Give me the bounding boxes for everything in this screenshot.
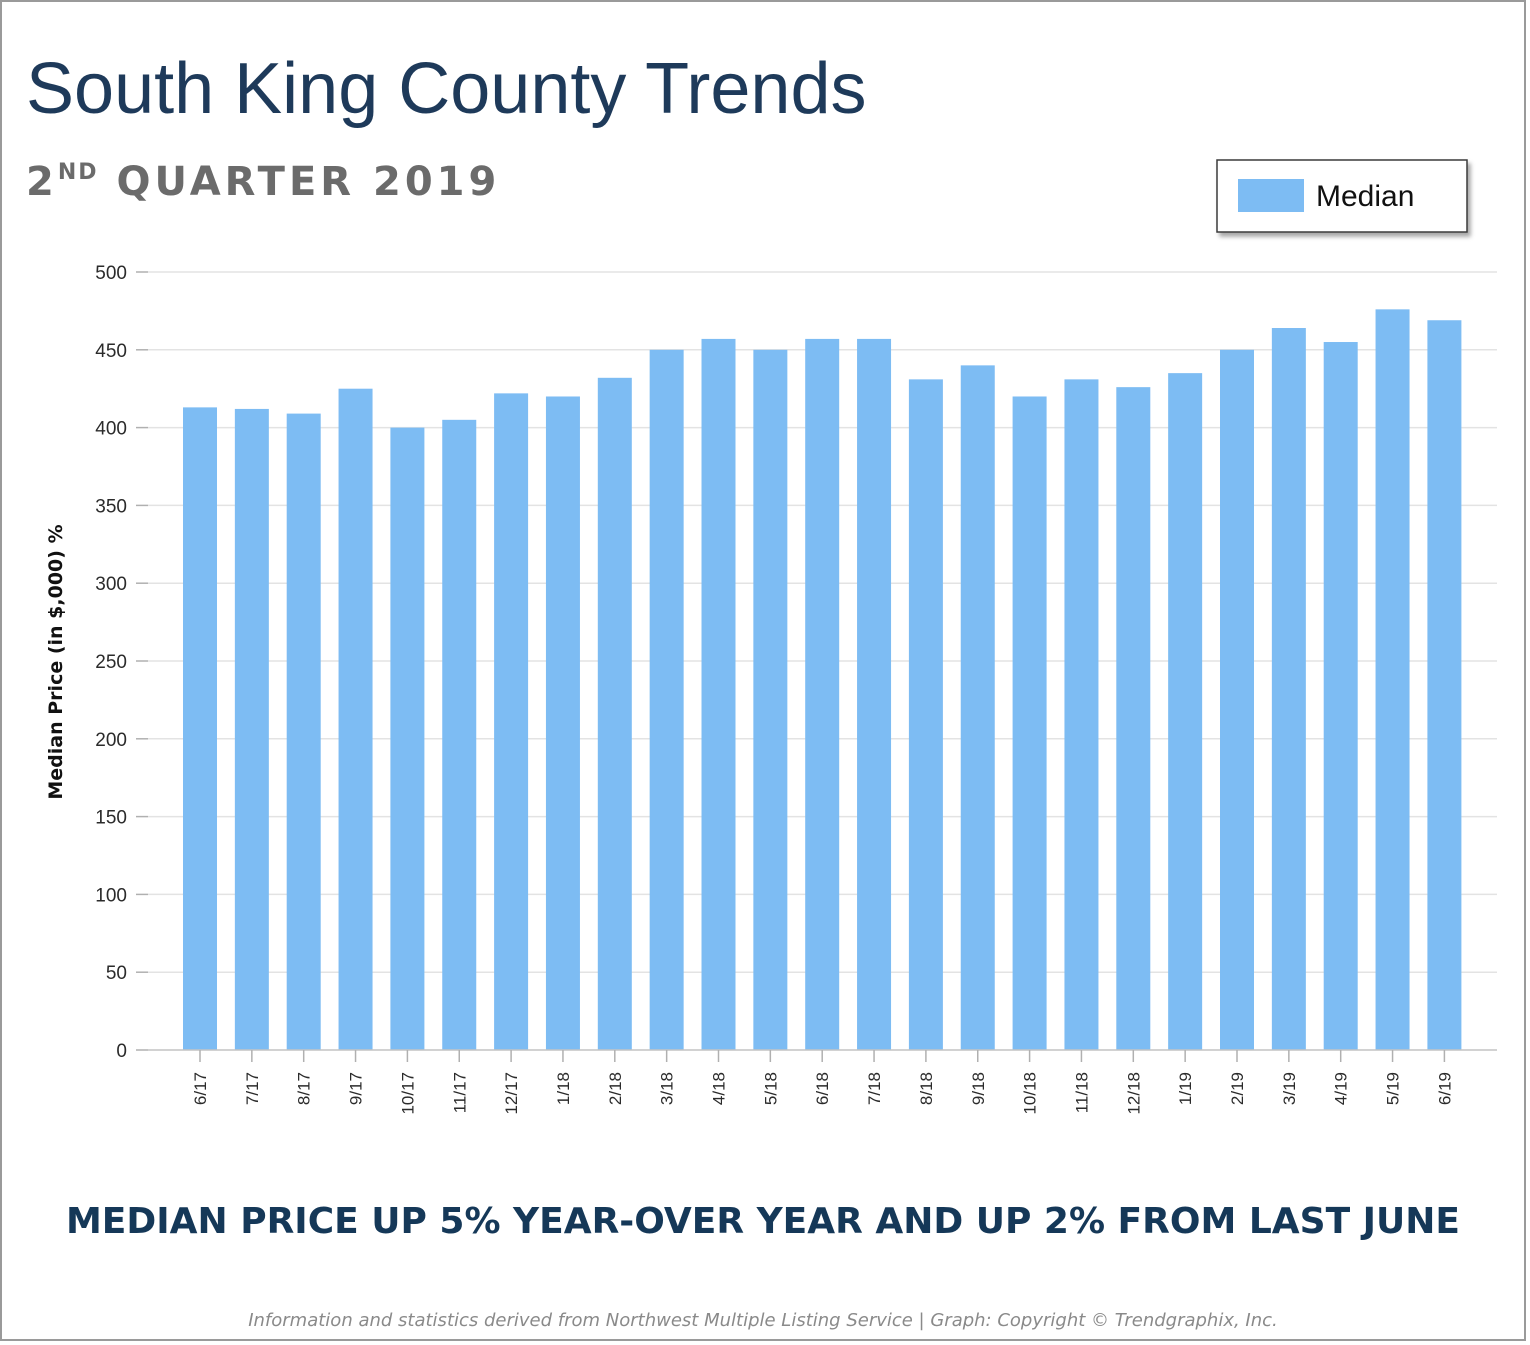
- y-tick-label: 350: [95, 496, 127, 517]
- bar-2-19: [1220, 349, 1254, 1050]
- bar-4-19: [1323, 342, 1358, 1050]
- x-tick-label: 4/19: [1332, 1072, 1351, 1105]
- y-tick-label: 400: [95, 419, 127, 440]
- subtitle-number: 2: [26, 159, 58, 205]
- y-tick-label: 250: [95, 652, 127, 673]
- x-tick-label: 6/18: [813, 1072, 832, 1105]
- subtitle-rest: QUARTER 2019: [98, 159, 501, 205]
- y-axis-title: Median Price (in $,000) %: [45, 524, 67, 799]
- y-tick-label: 300: [95, 574, 127, 595]
- bars: [183, 309, 1462, 1051]
- x-tick-label: 2/18: [606, 1072, 625, 1105]
- x-tick-label: 1/19: [1176, 1072, 1195, 1105]
- bar-7-17: [234, 408, 269, 1051]
- bar-2-18: [597, 377, 632, 1051]
- x-tick-label: 7/17: [243, 1072, 262, 1105]
- bar-6-18: [805, 338, 840, 1051]
- x-tick-label: 4/18: [710, 1072, 729, 1105]
- x-tick-label: 8/17: [295, 1072, 314, 1105]
- y-tick-label: 500: [95, 263, 127, 284]
- page-title: South King County Trends: [26, 49, 867, 129]
- bar-10-18: [1012, 396, 1047, 1051]
- x-tick-label: 6/19: [1435, 1072, 1454, 1105]
- bar-5-19: [1375, 309, 1410, 1050]
- x-tick-label: 8/18: [917, 1072, 936, 1105]
- y-tick-label: 150: [95, 808, 127, 829]
- median-price-bar-chart: 0 50 100 150 200 250 300 350 400 450 500 6/17 7/17 8/…: [45, 159, 1497, 1115]
- x-tick-label: 3/18: [658, 1072, 677, 1105]
- bar-1-18: [545, 396, 580, 1051]
- bar-4-18: [701, 338, 736, 1051]
- legend-swatch-median: [1238, 179, 1304, 212]
- legend: Median: [1216, 159, 1468, 233]
- x-tick-label: 7/18: [865, 1072, 884, 1105]
- x-tick-label: 11/18: [1072, 1072, 1091, 1113]
- bar-3-18: [649, 349, 684, 1050]
- bar-9-17: [338, 388, 373, 1050]
- y-tick-label: 0: [116, 1041, 127, 1062]
- x-tick-label: 10/18: [1021, 1072, 1040, 1115]
- legend-label-median: Median: [1316, 180, 1414, 213]
- bar-6-19: [1427, 320, 1462, 1051]
- bar-8-18: [908, 379, 943, 1050]
- axes: 0 50 100 150 200 250 300 350 400 450 500 6/17 7/17 8/…: [95, 263, 1497, 1115]
- x-tick-label: 1/18: [554, 1072, 573, 1105]
- x-tick-label: 10/17: [398, 1072, 417, 1115]
- x-tick-label: 11/17: [450, 1072, 469, 1113]
- bar-12-18: [1116, 387, 1151, 1050]
- bar-3-19: [1271, 328, 1306, 1050]
- source-footnote: Information and statistics derived from …: [248, 1310, 1278, 1331]
- x-tick-label: 6/17: [191, 1072, 210, 1105]
- y-tick-label: 100: [95, 885, 127, 906]
- y-tick-label: 50: [106, 963, 127, 984]
- bar-6-17: [183, 407, 217, 1050]
- x-tick-label: 5/18: [761, 1072, 780, 1105]
- x-tick-label: 12/18: [1124, 1072, 1143, 1115]
- x-tick-label: 2/19: [1228, 1072, 1247, 1105]
- bar-9-18: [960, 365, 995, 1050]
- bar-5-18: [753, 349, 788, 1050]
- x-tick-label: 9/18: [969, 1072, 988, 1105]
- headline: MEDIAN PRICE UP 5% YEAR-OVER YEAR AND UP…: [65, 1201, 1460, 1242]
- bar-7-18: [857, 338, 892, 1051]
- bar-11-17: [442, 419, 477, 1050]
- bar-10-17: [390, 427, 425, 1051]
- x-tick-label: 5/19: [1384, 1072, 1403, 1105]
- x-tick-label: 9/17: [347, 1072, 366, 1105]
- bar-1-19: [1168, 373, 1203, 1050]
- page-subtitle: 2ND QUARTER 2019: [26, 146, 500, 209]
- x-tick-label: 3/19: [1280, 1072, 1299, 1105]
- y-tick-label: 450: [95, 341, 127, 362]
- x-tick-label: 12/17: [502, 1072, 521, 1115]
- bar-8-17: [286, 413, 321, 1050]
- bar-12-17: [494, 393, 529, 1050]
- bar-11-18: [1064, 379, 1099, 1050]
- subtitle-ordinal-suffix: ND: [57, 160, 99, 185]
- y-tick-label: 200: [95, 730, 127, 751]
